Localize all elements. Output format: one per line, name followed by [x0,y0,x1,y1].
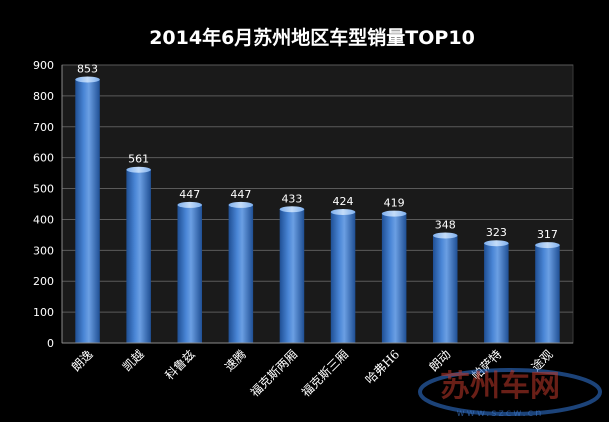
bar [126,169,151,343]
bar-cap [228,201,254,208]
y-tick-label: 500 [33,183,54,196]
data-label: 348 [435,219,456,232]
bar [432,235,458,343]
bar [381,213,407,343]
watermark-swoosh-icon [418,368,602,416]
bar-cap [432,232,458,239]
data-label: 323 [486,226,507,239]
y-tick-label: 100 [33,306,54,319]
watermark-url-text: www.szcw.cn [456,408,543,419]
bar-cap [484,240,509,247]
bar [75,79,100,344]
data-label: 447 [230,188,251,201]
data-label: 419 [384,197,405,210]
bar-cap [126,166,151,173]
y-tick-label: 0 [47,337,54,350]
y-tick-label: 400 [33,213,54,226]
data-label: 424 [333,195,354,208]
bar [535,245,560,343]
bar [228,204,254,343]
y-tick-label: 800 [33,90,54,103]
y-axis-ticks: 0 100 200 300 400 500 600 700 800 900 [33,59,54,350]
bar-cap [535,242,560,249]
watermark-logo-text: 苏州车网 [440,369,560,404]
y-tick-label: 600 [33,152,54,165]
bar-cap [279,206,305,213]
y-tick-label: 700 [33,121,54,134]
data-label: 447 [179,188,200,201]
bar [330,212,356,343]
data-label: 561 [128,153,149,166]
data-labels: 853 561 447 447 433 424 419 348 323 317 [77,63,558,242]
bar [484,243,509,343]
bar [177,204,203,343]
bar-cap [177,201,203,208]
chart-title: 2014年6月苏州地区车型销量TOP10 [149,26,475,49]
y-tick-label: 300 [33,244,54,257]
watermark: 苏州车网 www.szcw.cn [418,368,602,419]
bar-cap [381,210,407,217]
data-label: 853 [77,63,98,76]
y-tick-label: 200 [33,275,54,288]
y-tick-label: 900 [33,59,54,72]
bars [75,76,560,344]
data-label: 317 [537,228,558,241]
bar [279,209,305,343]
bar-cap [75,76,100,83]
bar-cap [330,209,356,216]
data-label: 433 [281,192,302,205]
